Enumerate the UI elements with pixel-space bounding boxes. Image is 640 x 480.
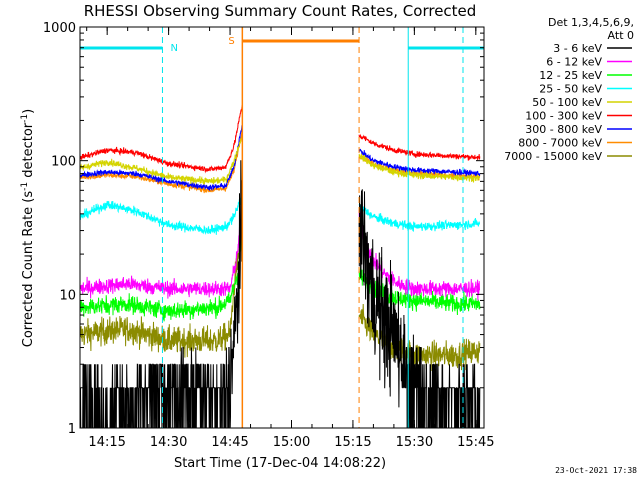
x-tick-label-4: 15:00 [273, 435, 310, 450]
render-timestamp: 23-Oct-2021 17:38 [555, 466, 637, 475]
legend-label-9: 7000 - 15000 keV [504, 150, 602, 163]
series-line-9-part-1 [79, 221, 243, 358]
y-axis-label-end: ) [21, 109, 36, 114]
series-line-4-part-2 [358, 203, 480, 232]
x-axis-label: Start Time (17-Dec-04 14:08:22) [174, 456, 386, 471]
legend-label-6: 100 - 300 keV [525, 110, 602, 123]
series-line-4-part-1 [79, 192, 243, 235]
legend-label-4: 25 - 50 keV [539, 83, 602, 96]
y-axis-label-exp1: -1 [20, 182, 30, 191]
series-line-6-part-2 [358, 133, 481, 161]
series-line-1-part-1 [79, 160, 243, 429]
y-axis-label-exp2: -1 [20, 114, 30, 123]
legend-label-8: 800 - 7000 keV [518, 137, 602, 150]
y-tick-label-1: 1 [68, 422, 76, 437]
y-axis-label-main: Corrected Count Rate (s [21, 191, 36, 348]
x-tick-label-2: 14:30 [150, 435, 187, 450]
saa-flag-label: S [228, 36, 234, 47]
legend-header-2: Att 0 [608, 29, 634, 42]
series-line-3-part-1 [79, 239, 243, 322]
legend-header-1: Det 1,3,4,5,6,9, [548, 16, 634, 29]
series-line-2-part-1 [79, 211, 243, 299]
legend-label-1: 3 - 6 keV [553, 42, 602, 55]
chart-title: RHESSI Observing Summary Count Rates, Co… [84, 2, 477, 20]
plot-area: NS [79, 27, 485, 429]
x-tick-label-5: 15:15 [334, 435, 371, 450]
legend-label-3: 12 - 25 keV [539, 69, 602, 82]
x-tick-label-6: 15:30 [396, 435, 433, 450]
legend-label-2: 6 - 12 keV [546, 56, 602, 69]
y-axis-label: Corrected Count Rate (s-1 detector-1) [20, 109, 36, 347]
plot-frame [79, 26, 485, 429]
series-line-5-part-2 [358, 153, 481, 183]
y-tick-label-3: 100 [51, 155, 76, 170]
legend-label-5: 50 - 100 keV [532, 96, 602, 109]
series-line-7-part-1 [79, 125, 243, 192]
legend-label-7: 300 - 800 keV [525, 123, 602, 136]
series-line-8-part-1 [79, 131, 243, 194]
series-line-5-part-1 [79, 134, 243, 185]
y-axis-label-mid: detector [21, 122, 36, 182]
x-tick-label-1: 14:15 [88, 435, 125, 450]
series-line-6-part-1 [79, 105, 243, 174]
x-tick-label-3: 14:45 [211, 435, 248, 450]
night-flag-label: N [170, 43, 177, 54]
series-line-7-part-2 [358, 148, 481, 178]
y-tick-label-4: 1000 [43, 21, 76, 36]
x-tick-label-7: 15:45 [457, 435, 494, 450]
y-tick-label-2: 10 [59, 288, 76, 303]
axes: 14:15 14:30 14:45 15:00 15:15 15:30 15:45 1 10 10… [43, 21, 495, 450]
